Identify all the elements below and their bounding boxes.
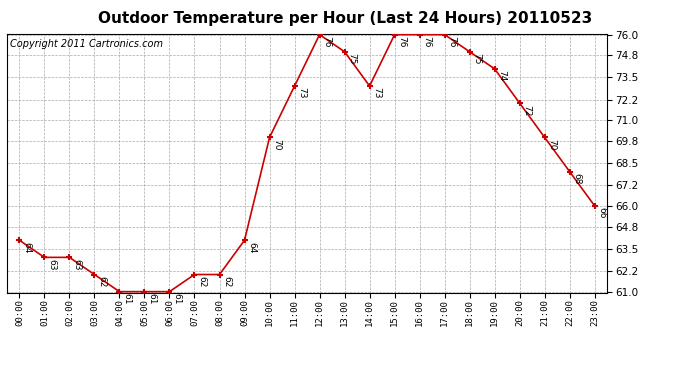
Text: 70: 70 <box>547 139 556 150</box>
Text: 73: 73 <box>373 87 382 99</box>
Text: 76: 76 <box>422 36 431 48</box>
Text: 62: 62 <box>222 276 231 287</box>
Text: 63: 63 <box>72 259 81 270</box>
Text: 76: 76 <box>322 36 331 48</box>
Text: 62: 62 <box>197 276 206 287</box>
Text: 73: 73 <box>297 87 306 99</box>
Text: 61: 61 <box>147 293 156 304</box>
Text: 62: 62 <box>97 276 106 287</box>
Text: 63: 63 <box>47 259 56 270</box>
Text: 64: 64 <box>247 242 256 253</box>
Text: 70: 70 <box>273 139 282 150</box>
Text: Copyright 2011 Cartronics.com: Copyright 2011 Cartronics.com <box>10 39 163 49</box>
Text: 61: 61 <box>122 293 131 304</box>
Text: 72: 72 <box>522 105 531 116</box>
Text: 64: 64 <box>22 242 31 253</box>
Text: 61: 61 <box>172 293 181 304</box>
Text: 76: 76 <box>397 36 406 48</box>
Text: 66: 66 <box>598 207 607 219</box>
Text: 75: 75 <box>347 53 356 64</box>
Text: Outdoor Temperature per Hour (Last 24 Hours) 20110523: Outdoor Temperature per Hour (Last 24 Ho… <box>98 11 592 26</box>
Text: 76: 76 <box>447 36 456 48</box>
Text: 75: 75 <box>473 53 482 64</box>
Text: 68: 68 <box>573 173 582 184</box>
Text: 74: 74 <box>497 70 506 82</box>
